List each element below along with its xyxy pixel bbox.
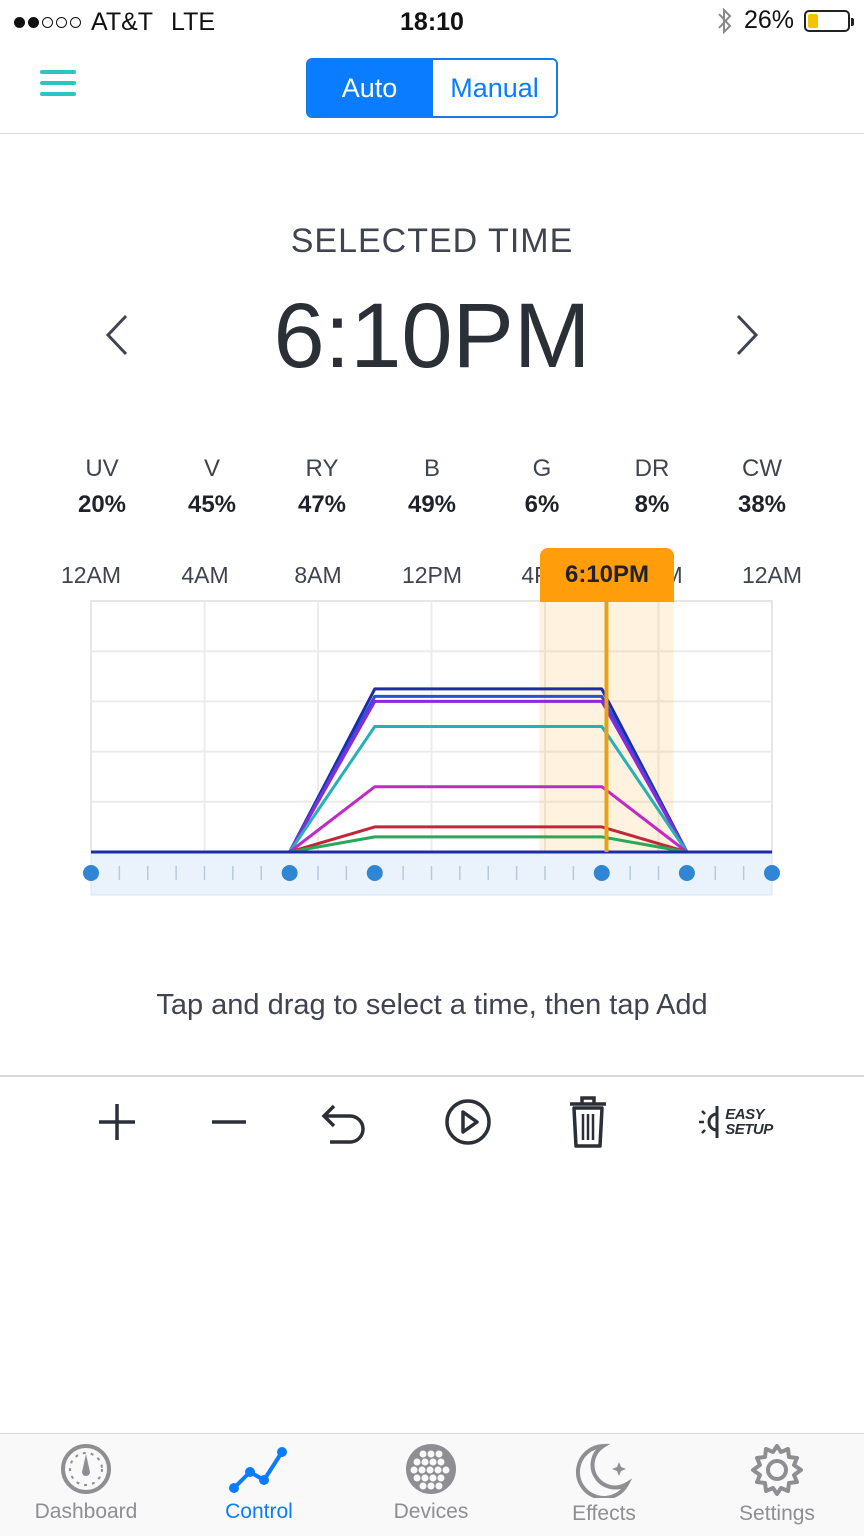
add-point-button[interactable] — [85, 1090, 149, 1154]
bluetooth-icon — [718, 7, 732, 34]
channel-ry: RY 47% — [267, 455, 377, 519]
cursor-time-badge[interactable]: 6:10PM — [540, 548, 674, 602]
tab-label: Effects — [572, 1502, 636, 1525]
delete-button[interactable] — [556, 1090, 620, 1154]
easy-setup-button[interactable]: EASY SETUP — [684, 1090, 784, 1154]
keyframe-dot[interactable] — [764, 865, 780, 881]
auto-mode-button[interactable]: Auto — [308, 60, 431, 116]
channel-cw: CW 38% — [707, 455, 817, 519]
channel-name: V — [203, 455, 220, 482]
status-time: 18:10 — [400, 8, 464, 36]
channel-name: CW — [742, 455, 782, 482]
signal-strength-icon — [14, 17, 81, 28]
tab-settings[interactable]: Settings — [691, 1442, 863, 1536]
time-tick-label: 12AM — [60, 562, 122, 588]
time-tick-label: 12AM — [741, 562, 803, 588]
carrier-label: AT&T — [91, 8, 154, 36]
battery-icon — [804, 9, 854, 32]
channel-values: UV 20% V 45% RY 47% B 49% G 6% DR 8% CW 38% — [47, 455, 817, 519]
nav-bar: Auto Manual — [0, 44, 864, 134]
channel-uv: UV 20% — [47, 455, 157, 519]
status-bar: AT&T LTE 18:10 26% — [0, 0, 864, 44]
channel-name: UV — [85, 455, 119, 482]
channel-value: 45% — [187, 491, 237, 518]
channel-b: B 49% — [377, 455, 487, 519]
channel-value: 8% — [634, 491, 670, 518]
remove-point-button[interactable] — [197, 1090, 261, 1154]
keyframe-dot[interactable] — [593, 865, 610, 881]
keyframe-dot[interactable] — [678, 865, 695, 881]
undo-button[interactable] — [312, 1090, 376, 1154]
plus-icon — [99, 1104, 135, 1140]
keyframe-dot[interactable] — [83, 865, 99, 881]
gear-icon — [751, 1444, 803, 1496]
gauge-icon — [61, 1444, 111, 1494]
tab-label: Settings — [739, 1502, 815, 1525]
easy-setup-line1: EASY — [725, 1106, 765, 1123]
menu-icon[interactable] — [40, 70, 76, 100]
moon-icon — [576, 1443, 633, 1498]
play-circle-icon — [445, 1099, 491, 1145]
mode-segmented-control: Auto Manual — [306, 58, 558, 118]
channel-value: 20% — [77, 491, 127, 518]
divider — [0, 1075, 864, 1077]
tab-devices[interactable]: Devices — [345, 1442, 517, 1536]
time-axis: 12AM 4AM 8AM 12PM 4PM 8PM 12AM — [0, 562, 864, 596]
tab-label: Devices — [393, 1500, 469, 1523]
action-toolbar: EASY SETUP — [0, 1090, 864, 1154]
selected-time-label: SELECTED TIME — [290, 222, 574, 260]
tab-control[interactable]: Control — [173, 1442, 345, 1536]
easy-setup-line2: SETUP — [725, 1121, 773, 1138]
tab-bar: Dashboard Control Devices Effects — [0, 1433, 864, 1536]
channel-v: V 45% — [157, 455, 267, 519]
trash-icon — [570, 1096, 606, 1148]
time-tick-label: 8AM — [294, 562, 342, 588]
light-burst-icon — [699, 1106, 719, 1138]
channel-value: 49% — [407, 491, 457, 518]
channel-value: 47% — [297, 491, 347, 518]
network-label: LTE — [171, 8, 216, 36]
chevron-right-icon[interactable] — [726, 310, 766, 360]
tab-dashboard[interactable]: Dashboard — [0, 1442, 172, 1536]
channel-name: B — [423, 455, 440, 482]
time-tick-label: 4AM — [181, 562, 229, 588]
undo-icon — [321, 1104, 365, 1144]
manual-mode-button[interactable]: Manual — [431, 60, 556, 116]
channel-value: 6% — [524, 491, 560, 518]
minus-icon — [212, 1120, 246, 1124]
led-grid-icon — [406, 1444, 456, 1494]
tab-label: Control — [225, 1500, 293, 1523]
channel-name: G — [532, 455, 552, 482]
tab-effects[interactable]: Effects — [518, 1442, 690, 1536]
channel-dr: DR 8% — [597, 455, 707, 519]
status-left: AT&T LTE — [14, 8, 215, 37]
keyframe-dot[interactable] — [366, 865, 383, 881]
channel-g: G 6% — [487, 455, 597, 519]
selected-time-value: 6:10PM — [273, 285, 591, 387]
light-schedule-chart[interactable] — [0, 548, 864, 908]
preview-button[interactable] — [436, 1090, 500, 1154]
graph-icon — [229, 1447, 287, 1493]
tab-label: Dashboard — [34, 1500, 138, 1523]
easy-setup-label: EASY SETUP — [725, 1107, 773, 1137]
instruction-text: Tap and drag to select a time, then tap … — [156, 989, 708, 1021]
keyframe-dot[interactable] — [281, 865, 298, 881]
chevron-left-icon[interactable] — [98, 310, 138, 360]
status-right: 26% — [716, 6, 854, 35]
time-tick-label: 12PM — [401, 562, 463, 588]
channel-name: DR — [634, 455, 670, 482]
channel-value: 38% — [737, 491, 787, 518]
battery-percent: 26% — [743, 6, 794, 34]
channel-name: RY — [305, 455, 339, 482]
